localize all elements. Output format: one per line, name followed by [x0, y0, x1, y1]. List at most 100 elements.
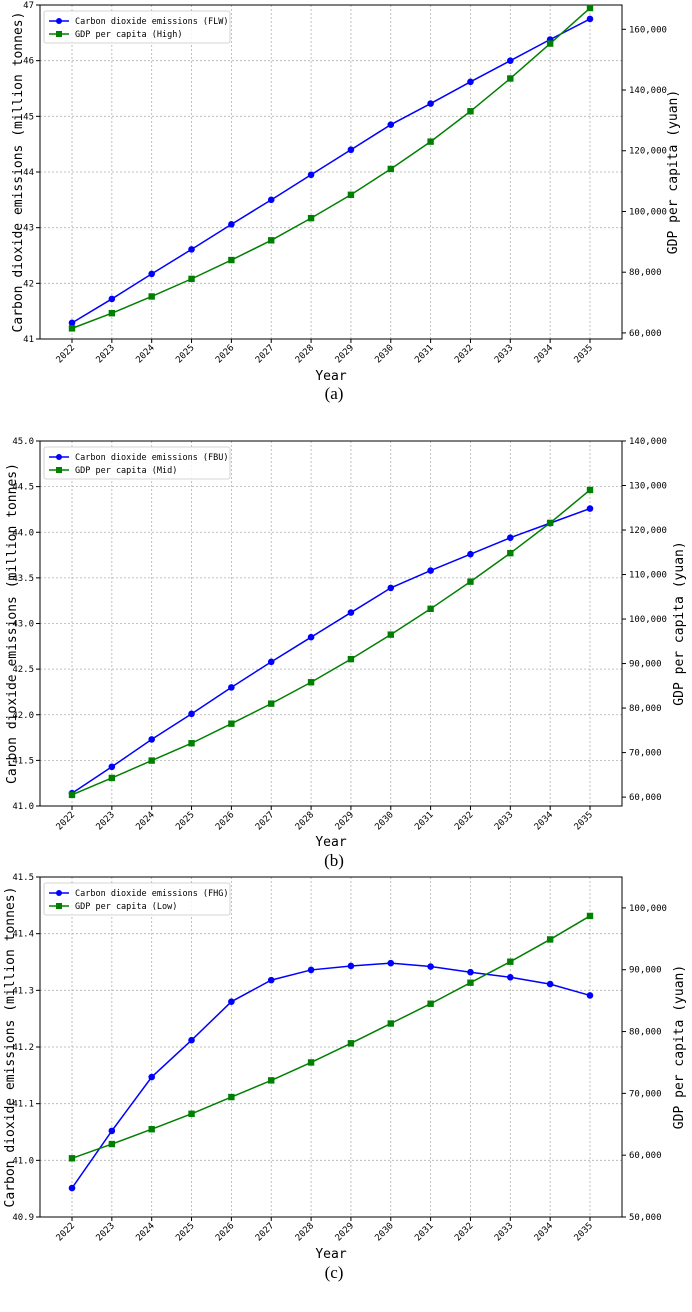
y2-tick-label: 60,000: [629, 793, 662, 803]
legend-label: Carbon dioxide emissions (FBU): [75, 453, 229, 463]
data-point: [507, 75, 514, 82]
data-point: [148, 1073, 155, 1081]
chart-panel-c: 40.9 41.0 41.1 41.2 41.3 41.4 41.5 50,000 60,000…: [3, 873, 687, 1282]
data-point: [586, 912, 594, 920]
legend-marker: [56, 467, 62, 473]
y2-axis-label: GDP per capita (yuan): [672, 965, 687, 1129]
data-point: [307, 966, 315, 974]
y2-tick-label: 70,000: [629, 1089, 662, 1099]
data-point: [267, 196, 275, 204]
y-tick-label: 42.5: [12, 665, 34, 675]
series-emissions: [68, 959, 594, 1192]
data-point: [148, 736, 155, 743]
x-tick-label: 2028: [294, 1221, 316, 1243]
y2-tick-label: 60,000: [629, 329, 662, 339]
data-point: [68, 791, 76, 799]
x-tick-label: 2025: [174, 810, 196, 832]
data-point: [387, 1020, 394, 1027]
x-tick-label: 2022: [55, 1221, 77, 1243]
data-point: [387, 121, 395, 128]
x-tick-label: 2025: [174, 1221, 196, 1243]
x-tick-label: 2027: [254, 810, 276, 832]
y2-tick-label: 100,000: [629, 615, 667, 625]
x-tick-label: 2028: [294, 343, 316, 365]
y-tick-label: 42: [23, 279, 34, 289]
x-tick-label: 2026: [214, 810, 236, 832]
y2-tick-label: 120,000: [629, 526, 667, 536]
x-axis-label: Year: [315, 1247, 346, 1262]
y-tick-label: 47: [23, 1, 34, 11]
data-point: [347, 191, 355, 198]
y-tick-label: 41.1: [12, 1100, 34, 1110]
data-point: [387, 584, 395, 592]
data-point: [267, 976, 275, 984]
series-emissions: [68, 15, 594, 327]
grid-lines: [40, 440, 622, 807]
y-axis-label: Carbon dioxide emissions (million tonnes…: [3, 887, 18, 1208]
y2-tick-label: 160,000: [629, 25, 667, 35]
x-tick-label: 2034: [533, 343, 555, 365]
legend-box: [43, 882, 231, 916]
data-point: [586, 15, 594, 23]
data-point: [188, 740, 195, 747]
data-point: [267, 658, 275, 666]
y2-tick-label: 70,000: [629, 749, 662, 759]
data-point: [347, 655, 355, 663]
y2-tick-label: 140,000: [629, 86, 667, 96]
data-point: [586, 992, 594, 999]
data-point: [268, 700, 275, 707]
data-point: [268, 237, 275, 244]
series-line: [71, 18, 591, 324]
x-tick-label: 2028: [294, 810, 316, 832]
data-point: [586, 4, 594, 12]
legend-label: Carbon dioxide emissions (FHG): [75, 889, 229, 899]
data-point: [228, 1093, 235, 1101]
x-tick-label: 2027: [254, 343, 276, 365]
series-line: [71, 962, 591, 1189]
data-point: [68, 325, 76, 332]
data-point: [467, 550, 474, 558]
series-gdp: [68, 486, 594, 799]
y2-tick-label: 100,000: [629, 904, 667, 914]
x-tick-label: 2023: [95, 1221, 117, 1243]
y2-tick-label: 130,000: [629, 482, 667, 492]
data-point: [467, 968, 474, 976]
x-tick-label: 2024: [134, 1221, 156, 1243]
data-point: [228, 256, 235, 264]
data-point: [347, 1040, 355, 1047]
data-point: [427, 605, 434, 613]
x-tick-label: 2029: [334, 810, 356, 832]
data-point: [347, 962, 355, 970]
data-point: [507, 57, 514, 64]
data-point: [228, 998, 235, 1005]
y-tick-label: 46: [23, 57, 34, 67]
y2-tick-label: 90,000: [629, 660, 662, 670]
x-axis-label: Year: [315, 835, 346, 850]
y-axis-label: Carbon dioxide emissions (million tonnes…: [11, 12, 26, 333]
x-tick-label: 2032: [453, 810, 475, 832]
x-tick-label: 2030: [373, 810, 395, 832]
x-tick-label: 2031: [413, 343, 435, 365]
legend: Carbon dioxide emissions (FHG) GDP per ca…: [43, 882, 231, 916]
x-tick-label: 2034: [533, 810, 555, 832]
x-tick-label: 2033: [493, 1221, 515, 1243]
grid-lines: [40, 876, 622, 1218]
data-point: [188, 710, 195, 718]
data-point: [188, 1036, 195, 1044]
data-point: [467, 108, 474, 115]
data-point: [546, 40, 554, 47]
y-tick-label: 44.5: [12, 483, 34, 493]
legend-label: Carbon dioxide emissions (FLW): [75, 17, 229, 27]
data-point: [108, 295, 116, 303]
y-tick-label: 45: [23, 112, 34, 122]
data-point: [268, 1077, 275, 1084]
panel-caption: (b): [324, 851, 344, 870]
data-point: [347, 146, 355, 154]
data-point: [307, 214, 315, 222]
y-tick-label: 42.0: [12, 711, 34, 721]
legend-box: [43, 446, 231, 480]
y-axis-label: Carbon dioxide emissions (million tonnes…: [5, 463, 20, 784]
x-tick-label: 2032: [453, 1221, 475, 1243]
y-tick-label: 41.2: [12, 1043, 34, 1053]
legend-label: GDP per capita (Mid): [75, 466, 177, 476]
